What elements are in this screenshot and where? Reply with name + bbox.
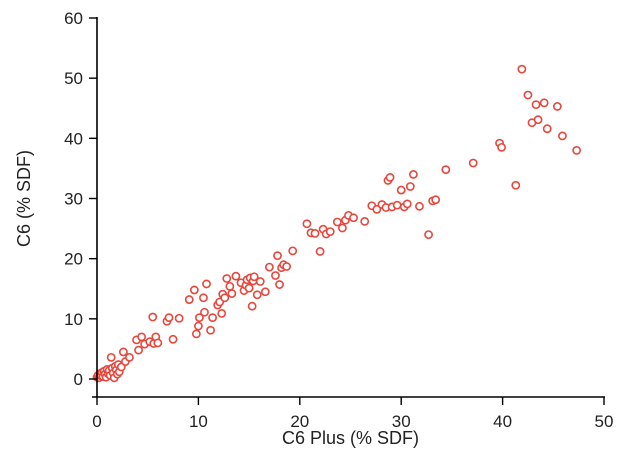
data-point — [252, 290, 262, 300]
x-tick-label: 0 — [92, 412, 101, 431]
data-point — [202, 279, 211, 289]
data-point — [533, 115, 543, 125]
data-point — [424, 230, 433, 239]
data-point — [349, 213, 358, 223]
data-point — [558, 131, 567, 141]
data-point — [249, 272, 259, 282]
data-point — [153, 338, 163, 348]
data-point — [148, 312, 158, 322]
data-point — [220, 293, 230, 303]
y-tick-label: 20 — [64, 250, 83, 269]
x-tick-label: 10 — [189, 412, 208, 431]
data-point — [134, 345, 143, 355]
y-axis-title: C6 (% SDF) — [14, 150, 34, 247]
data-point — [552, 102, 562, 111]
y-tick-label: 30 — [64, 190, 83, 209]
data-point — [497, 142, 506, 152]
data-point — [315, 247, 325, 256]
data-point — [396, 185, 406, 195]
data-point — [137, 332, 147, 342]
data-point — [531, 100, 541, 110]
data-point — [325, 227, 335, 236]
data-point — [264, 262, 274, 272]
data-point — [517, 64, 527, 74]
data-point — [106, 352, 116, 362]
data-point — [539, 98, 549, 108]
data-point — [310, 228, 320, 238]
x-tick-label: 50 — [595, 412, 614, 431]
data-point — [174, 313, 184, 323]
data-point — [118, 347, 128, 357]
x-axis-ticks: 0 10 20 30 40 50 — [92, 397, 613, 431]
data-point — [247, 301, 257, 311]
data-points — [92, 64, 582, 383]
data-point — [385, 173, 395, 182]
data-point — [360, 216, 370, 226]
y-tick-label: 40 — [64, 129, 83, 148]
data-point — [415, 201, 424, 211]
data-point — [206, 325, 215, 335]
data-point — [572, 145, 582, 155]
data-point — [225, 281, 235, 291]
data-point — [231, 271, 241, 281]
data-point — [275, 280, 284, 289]
data-point — [431, 195, 441, 205]
data-point — [222, 274, 232, 283]
data-point — [468, 158, 478, 168]
data-point — [271, 271, 280, 280]
data-point — [199, 293, 208, 303]
data-point — [164, 313, 174, 323]
data-point — [227, 289, 237, 298]
y-axis-ticks: 0 10 20 30 40 50 60 — [64, 9, 97, 389]
data-point — [337, 223, 347, 233]
data-point — [408, 170, 418, 179]
x-tick-label: 30 — [392, 412, 411, 431]
data-point — [255, 277, 265, 286]
data-point — [195, 313, 204, 323]
y-tick-label: 60 — [64, 9, 83, 28]
data-point — [273, 251, 282, 261]
x-axis-title: C6 Plus (% SDF) — [282, 428, 419, 448]
data-point — [260, 287, 270, 297]
data-point — [193, 321, 203, 331]
data-point — [125, 352, 134, 362]
data-point — [189, 285, 199, 295]
data-point — [405, 182, 415, 191]
data-point — [184, 295, 194, 304]
data-point — [208, 313, 217, 323]
data-point — [542, 124, 552, 134]
x-tick-label: 20 — [290, 412, 309, 431]
data-point — [511, 180, 521, 190]
data-point — [244, 283, 254, 293]
data-point — [200, 307, 209, 317]
data-point — [191, 329, 201, 339]
y-tick-label: 0 — [74, 370, 83, 389]
data-point — [168, 334, 178, 344]
data-point — [392, 200, 402, 210]
data-point — [402, 199, 412, 209]
data-point — [302, 219, 312, 229]
data-point — [288, 246, 298, 256]
data-point — [217, 309, 227, 318]
axes — [92, 17, 605, 398]
y-tick-label: 50 — [64, 69, 83, 88]
data-point — [372, 204, 382, 214]
y-tick-label: 10 — [64, 310, 83, 329]
data-point — [523, 90, 533, 100]
data-point — [441, 165, 451, 175]
x-tick-label: 40 — [493, 412, 512, 431]
data-point — [332, 217, 342, 227]
data-point — [282, 262, 292, 271]
